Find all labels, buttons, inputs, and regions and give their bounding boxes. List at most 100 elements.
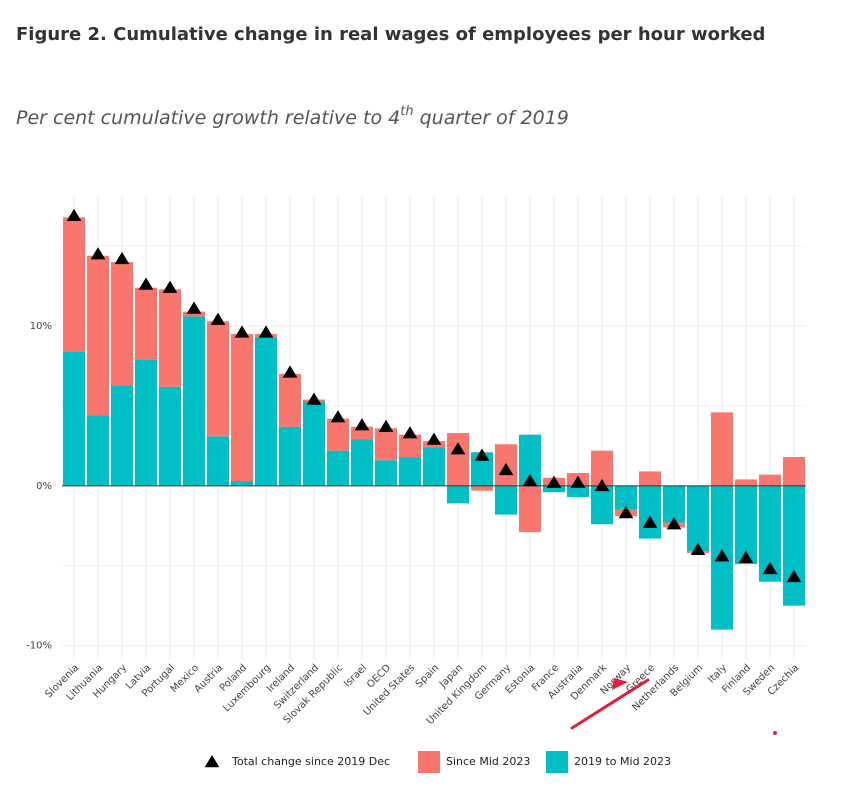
bar-segment: [446, 485, 470, 504]
total-marker: [594, 478, 610, 492]
total-marker: [714, 549, 730, 562]
subtitle-text: Per cent cumulative growth relative to 4: [16, 107, 400, 129]
total-marker: [642, 515, 658, 528]
x-tick-label: Israel: [342, 662, 369, 689]
bar-segment: [710, 412, 734, 486]
total-marker: [498, 462, 514, 476]
total-marker: [354, 418, 370, 431]
bar-segment: [758, 474, 782, 486]
legend-marker: [204, 755, 220, 768]
bar-segment: [206, 321, 230, 437]
chart-subtitle: Per cent cumulative growth relative to 4…: [16, 104, 569, 129]
bar-segment: [638, 471, 662, 486]
bar-segment: [62, 351, 86, 486]
total-marker: [258, 325, 274, 338]
annotation-dot: [773, 731, 777, 735]
total-marker: [306, 392, 322, 405]
bar-segment: [494, 485, 518, 515]
total-marker: [738, 550, 754, 563]
total-marker: [162, 280, 178, 293]
bar-segment: [590, 450, 614, 486]
total-marker: [330, 410, 346, 423]
bar-segment: [182, 316, 206, 486]
bar-segment: [662, 485, 686, 523]
legend-label: Total change since 2019 Dec: [231, 755, 390, 768]
total-marker: [282, 365, 298, 378]
bar-segment: [566, 485, 590, 498]
total-marker: [666, 517, 682, 530]
bar-segment: [62, 217, 86, 352]
subtitle-sup: th: [400, 104, 413, 119]
bar-segment: [134, 359, 158, 486]
total-marker: [786, 569, 802, 583]
bar-segment: [350, 439, 374, 486]
subtitle-text: quarter of 2019: [414, 107, 569, 129]
plot: -10%0%10%SloveniaLithuaniaHungaryLatviaP…: [26, 195, 806, 727]
total-marker: [138, 277, 154, 290]
bar-segment: [686, 485, 710, 552]
total-marker: [762, 561, 778, 575]
bar-segment: [422, 447, 446, 486]
total-marker: [234, 325, 250, 338]
bar-segment: [158, 386, 182, 486]
bar-segment: [302, 401, 326, 486]
bar-segment: [254, 337, 278, 486]
legend-swatch: [418, 751, 440, 773]
bar-segment: [782, 485, 806, 606]
total-marker: [402, 426, 418, 439]
bar-segment: [782, 457, 806, 486]
bar-segment: [470, 485, 494, 491]
bar-segment: [638, 485, 662, 539]
total-marker: [66, 208, 82, 222]
total-marker: [570, 475, 586, 488]
bar-segment: [326, 450, 350, 486]
total-marker: [522, 474, 538, 487]
total-marker: [618, 505, 634, 519]
total-marker: [690, 542, 706, 555]
y-tick-label: -10%: [26, 641, 52, 652]
bar-segment: [398, 434, 422, 458]
bar-segment: [182, 311, 206, 317]
total-marker: [186, 301, 202, 314]
bar-segment: [110, 385, 134, 486]
bar-segment: [446, 433, 470, 486]
bar-segment: [110, 262, 134, 386]
bar-segment: [326, 418, 350, 451]
bar-segment: [278, 373, 302, 427]
bar-segment: [398, 457, 422, 486]
total-marker: [426, 432, 442, 445]
bar-segment: [374, 428, 398, 461]
total-marker: [474, 448, 490, 461]
bar-segment: [86, 415, 110, 486]
bar-segment: [614, 485, 638, 510]
total-marker: [210, 312, 226, 325]
bar-segment: [518, 434, 542, 486]
bar-segment: [86, 255, 110, 416]
bar-segment: [758, 485, 782, 582]
bar-segment: [134, 287, 158, 360]
total-marker: [90, 247, 106, 260]
bar-segment: [158, 289, 182, 387]
bar-segment: [230, 334, 254, 482]
legend-label: 2019 to Mid 2023: [574, 755, 671, 768]
bar-segment: [230, 481, 254, 486]
legend-swatch: [546, 751, 568, 773]
legend-label: Since Mid 2023: [446, 755, 530, 768]
bar-segment: [734, 485, 758, 565]
annotation-arrowhead: [612, 678, 628, 690]
annotation-arrow: [570, 678, 650, 730]
bar-segment: [518, 485, 542, 533]
bar-segment: [374, 460, 398, 486]
bar-segment: [590, 485, 614, 525]
total-marker: [450, 442, 466, 455]
total-marker: [114, 251, 130, 265]
y-tick-label: 10%: [30, 321, 52, 332]
legend: Total change since 2019 Dec Since Mid 202…: [204, 751, 671, 773]
bar-segment: [542, 485, 566, 493]
bar-segment: [734, 479, 758, 486]
total-marker: [546, 475, 562, 488]
x-tick-label: Spain: [414, 662, 442, 690]
bar-segment: [206, 436, 230, 486]
total-marker: [378, 419, 394, 432]
